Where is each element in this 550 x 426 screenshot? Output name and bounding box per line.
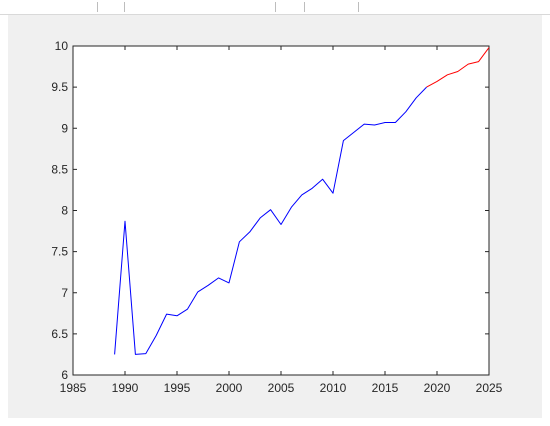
toolbar-separator: [124, 2, 125, 12]
x-tick-label: 1985: [60, 381, 87, 395]
toolbar-separator: [304, 2, 305, 12]
series-line-1: [426, 47, 490, 88]
y-tick-label: 9.5: [51, 80, 68, 94]
x-tick-label: 2000: [216, 381, 243, 395]
y-tick-label: 6.5: [51, 327, 68, 341]
toolbar-separator: [275, 2, 276, 12]
toolbar-separator: [97, 2, 98, 12]
y-tick-label: 7.5: [51, 245, 68, 259]
y-tick-label: 9: [61, 121, 68, 135]
x-tick-label: 2020: [424, 381, 451, 395]
y-tick-label: 7: [61, 286, 68, 300]
x-tick-label: 2005: [268, 381, 295, 395]
series-line-0: [114, 86, 427, 355]
y-tick-label: 8.5: [51, 162, 68, 176]
x-tick-label: 2010: [320, 381, 347, 395]
x-tick-label: 2015: [372, 381, 399, 395]
x-tick-label: 1995: [164, 381, 191, 395]
toolbar-separator: [358, 2, 359, 12]
x-tick-label: 2025: [476, 381, 503, 395]
x-tick-label: 1990: [112, 381, 139, 395]
y-tick-label: 6: [61, 368, 68, 382]
figure-toolbar: [0, 0, 550, 15]
y-tick-label: 10: [55, 39, 69, 53]
y-tick-label: 8: [61, 204, 68, 218]
axes-box: [72, 45, 490, 376]
